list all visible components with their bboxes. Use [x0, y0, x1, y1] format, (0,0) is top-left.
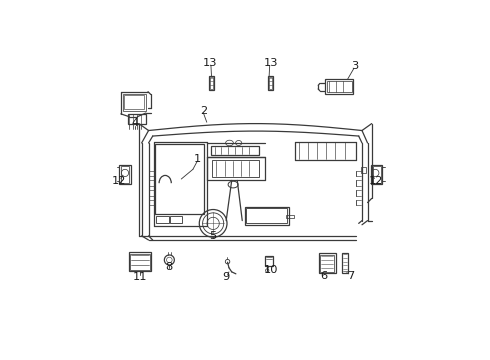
Text: 6: 6 [320, 271, 327, 281]
Bar [211, 146, 259, 155]
Text: 9: 9 [222, 272, 229, 282]
Text: 13: 13 [263, 58, 278, 68]
Text: 12: 12 [369, 176, 384, 186]
Bar [212, 160, 259, 177]
Bar [123, 94, 146, 111]
Bar [246, 208, 288, 223]
Text: 7: 7 [347, 271, 355, 281]
Text: 1: 1 [194, 154, 201, 164]
Bar [325, 79, 353, 94]
Bar [128, 252, 151, 271]
Bar [320, 255, 334, 272]
Bar [269, 76, 273, 90]
Text: 13: 13 [203, 58, 218, 68]
Bar [361, 167, 366, 174]
Bar [130, 254, 150, 270]
Bar [269, 77, 272, 89]
Bar [121, 166, 129, 183]
Bar [371, 165, 382, 184]
Bar [124, 95, 144, 109]
Bar [209, 76, 214, 90]
Bar [245, 207, 289, 225]
Bar [342, 253, 347, 273]
Text: 3: 3 [351, 61, 359, 71]
Text: 11: 11 [133, 272, 147, 282]
Text: 8: 8 [166, 262, 173, 272]
Bar [286, 215, 294, 219]
Bar [155, 144, 204, 214]
Bar [156, 216, 169, 223]
Text: 2: 2 [200, 105, 207, 116]
Bar [120, 165, 130, 184]
Bar [319, 253, 336, 273]
Bar [372, 166, 381, 183]
Bar [170, 216, 182, 223]
Bar [327, 81, 352, 92]
Text: 10: 10 [263, 265, 278, 275]
Bar [265, 256, 273, 266]
Bar [128, 114, 146, 123]
Bar [210, 77, 213, 89]
Text: 12: 12 [111, 176, 126, 186]
Text: 4: 4 [132, 118, 139, 128]
Text: 5: 5 [210, 231, 217, 241]
